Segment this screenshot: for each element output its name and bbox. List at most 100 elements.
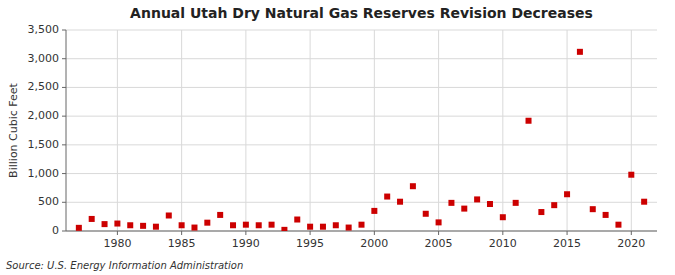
point — [615, 222, 621, 228]
x-grid-line — [438, 30, 439, 231]
point — [191, 225, 197, 231]
x-tick-label: 2015 — [553, 237, 581, 250]
y-tick — [62, 87, 66, 88]
point — [127, 222, 133, 228]
point — [526, 118, 532, 124]
point — [577, 49, 583, 55]
x-tick-label: 2010 — [489, 237, 517, 250]
x-tick-label: 2000 — [360, 237, 388, 250]
source-annotation: Source: U.S. Energy Information Administ… — [6, 260, 243, 271]
point — [346, 225, 352, 231]
x-tick — [310, 231, 311, 235]
point — [307, 224, 313, 230]
point — [153, 224, 159, 230]
x-tick-label: 1980 — [103, 237, 131, 250]
x-grid-line — [181, 30, 182, 231]
point — [217, 212, 223, 218]
point — [320, 224, 326, 230]
point — [538, 209, 544, 215]
point — [230, 222, 236, 228]
point — [269, 222, 275, 228]
point — [551, 202, 557, 208]
point — [564, 191, 570, 197]
y-tick-label: 500 — [38, 195, 59, 208]
plot-background — [66, 30, 657, 231]
x-tick-label: 1985 — [168, 237, 196, 250]
point — [590, 206, 596, 212]
y-tick-label: 2,000 — [28, 109, 60, 122]
point — [448, 200, 454, 206]
y-tick-label: 1,000 — [28, 167, 60, 180]
chart: 05001,0001,5002,0002,5003,0003,500198019… — [0, 0, 675, 275]
x-grid-line — [567, 30, 568, 231]
y-tick — [62, 173, 66, 174]
point — [179, 222, 185, 228]
point — [384, 194, 390, 200]
x-tick-label: 1995 — [296, 237, 324, 250]
point — [487, 201, 493, 207]
y-grid-line — [66, 87, 657, 88]
x-grid-line — [310, 30, 311, 231]
point — [513, 200, 519, 206]
point — [423, 211, 429, 217]
x-tick — [181, 231, 182, 235]
point — [114, 221, 120, 227]
x-tick-label: 2005 — [425, 237, 453, 250]
point — [243, 222, 249, 228]
point — [474, 196, 480, 202]
y-tick — [62, 231, 66, 232]
point — [140, 223, 146, 229]
y-tick — [62, 116, 66, 117]
x-grid-line — [374, 30, 375, 231]
y-tick — [62, 58, 66, 59]
x-grid-line — [631, 30, 632, 231]
point — [204, 220, 210, 226]
point — [76, 225, 82, 231]
x-tick — [502, 231, 503, 235]
grid — [66, 30, 657, 231]
x-tick-label: 1990 — [232, 237, 260, 250]
y-grid-line — [66, 116, 657, 117]
point — [500, 214, 506, 220]
point — [359, 222, 365, 228]
x-grid-line — [117, 30, 118, 231]
x-grid-line — [245, 30, 246, 231]
x-tick-label: 2020 — [617, 237, 645, 250]
y-tick — [62, 202, 66, 203]
y-grid-line — [66, 231, 657, 232]
x-axis-line — [66, 231, 657, 232]
point — [436, 219, 442, 225]
point — [333, 222, 339, 228]
y-tick-label: 0 — [52, 224, 59, 237]
y-grid-line — [66, 30, 657, 31]
y-tick-label: 2,500 — [28, 80, 60, 93]
point — [166, 212, 172, 218]
x-tick — [438, 231, 439, 235]
point — [641, 199, 647, 205]
y-grid-line — [66, 58, 657, 59]
y-tick-label: 3,500 — [28, 23, 60, 36]
title: Annual Utah Dry Natural Gas Reserves Rev… — [130, 5, 593, 21]
point — [256, 222, 262, 228]
point — [410, 183, 416, 189]
point — [397, 199, 403, 205]
point — [371, 208, 377, 214]
y-grid-line — [66, 202, 657, 203]
x-tick — [374, 231, 375, 235]
point — [102, 221, 108, 227]
point — [461, 206, 467, 212]
x-tick — [245, 231, 246, 235]
y-tick-label: 3,000 — [28, 52, 60, 65]
y-tick — [62, 30, 66, 31]
x-tick — [117, 231, 118, 235]
y-axis-line — [66, 30, 67, 231]
x-grid-line — [502, 30, 503, 231]
points — [76, 49, 647, 231]
axes: 05001,0001,5002,0002,5003,0003,500198019… — [28, 23, 658, 250]
y-grid-line — [66, 173, 657, 174]
point — [628, 172, 634, 178]
y-axis-label: Billion Cubic Feet — [7, 82, 20, 177]
point — [603, 212, 609, 218]
x-tick — [567, 231, 568, 235]
y-tick — [62, 144, 66, 145]
